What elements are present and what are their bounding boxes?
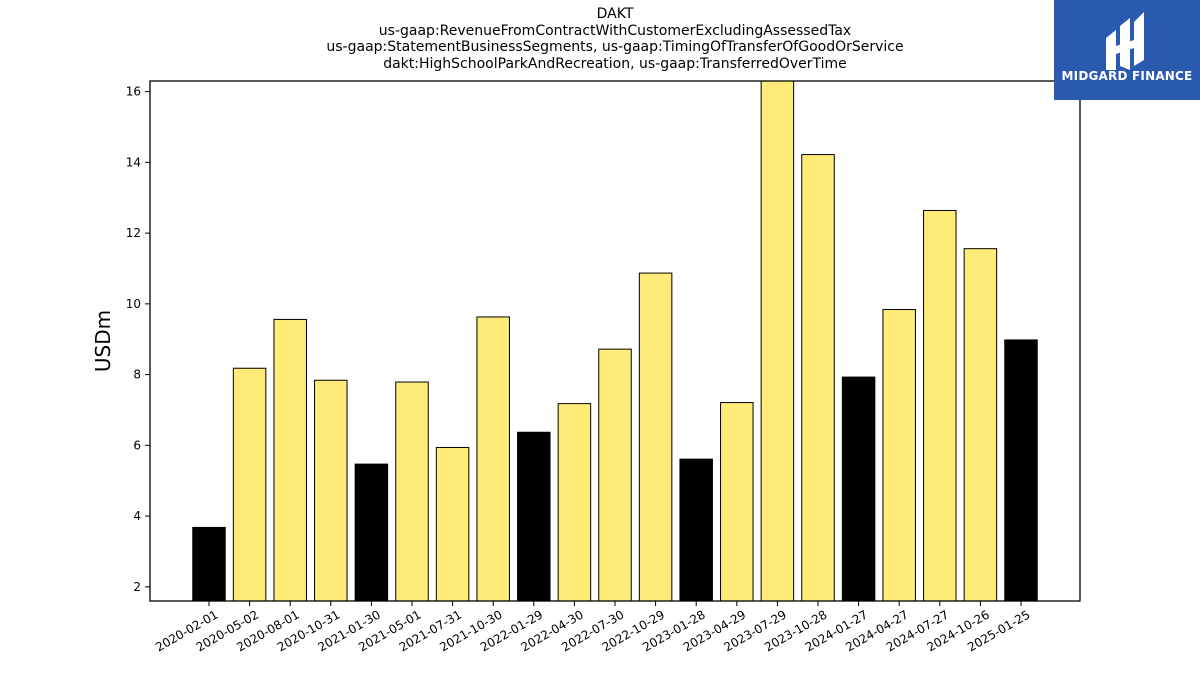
y-axis-label: USDm [91,310,115,372]
chart-title-line-1: DAKT [596,6,634,22]
chart-title: DAKT us-gaap:RevenueFromContractWithCust… [150,6,1080,72]
bar-2024-01-27 [841,376,876,602]
bars-group [192,80,1038,602]
midgard-finance-logo: MIDGARD FINANCE [1054,0,1200,100]
y-tick-label: 10 [126,297,141,311]
y-tick-label: 14 [126,155,141,169]
bar-2022-04-30 [557,403,592,602]
chart-title-line-4: dakt:HighSchoolParkAndRecreation, us-gaa… [383,55,847,72]
bar-2025-01-25 [1004,339,1038,602]
midgard-logo-icon [1106,12,1144,70]
y-tick-label: 4 [133,509,141,523]
bar-2023-01-28 [679,458,713,602]
plot-frame [149,80,1081,602]
bar-2023-04-29 [720,402,754,602]
y-tick-label: 12 [126,226,141,240]
bar-2024-04-27 [882,309,916,602]
y-tick-label: 2 [133,580,141,594]
x-axis: 2020-02-012020-05-022020-08-012020-10-31… [153,601,1033,654]
bar-2021-01-30 [354,463,389,602]
chart-title-line-2: us-gaap:RevenueFromContractWithCustomerE… [378,22,852,39]
y-tick-label: 16 [126,85,141,99]
bar-2022-07-30 [598,348,632,602]
bar-2020-08-01 [273,318,307,602]
bar-2021-07-31 [435,446,470,602]
bar-2020-05-02 [232,367,267,602]
bar-2023-10-28 [801,154,835,602]
bar-2020-02-01 [192,526,226,602]
bar-2024-10-26 [963,248,998,602]
bar-2024-07-27 [923,209,957,602]
bar-2023-07-29 [760,80,795,602]
bar-2022-01-29 [517,431,551,602]
bar-2022-10-29 [638,272,673,602]
chart-title-line-3: us-gaap:StatementBusinessSegments, us-ga… [326,39,904,55]
bar-2021-05-01 [395,381,429,602]
bar-2021-10-30 [476,316,510,602]
y-axis: 2 4 6 8 10 12 14 16 [126,85,150,594]
logo-text: MIDGARD FINANCE [1061,69,1193,83]
y-tick-label: 8 [133,368,141,382]
bar-2020-10-31 [314,379,348,602]
y-tick-label: 6 [133,438,141,452]
